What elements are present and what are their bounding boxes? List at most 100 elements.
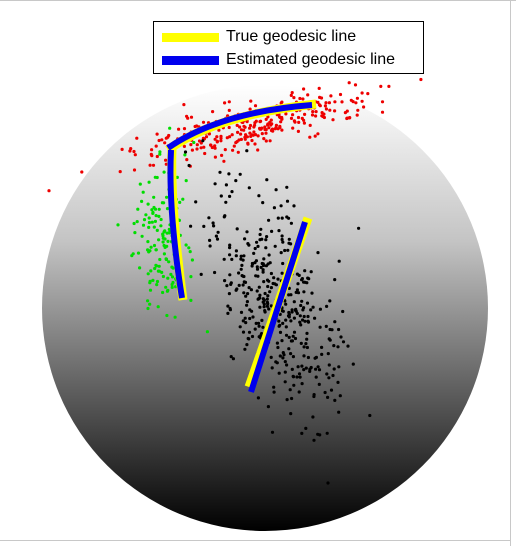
scatter-point	[223, 101, 227, 105]
scatter-point	[301, 308, 305, 312]
scatter-point	[241, 258, 245, 262]
scatter-point	[284, 333, 289, 337]
scatter-point	[265, 235, 269, 239]
scatter-point	[165, 207, 170, 211]
legend-swatch-true	[162, 33, 219, 42]
scatter-point	[189, 224, 193, 228]
legend-label-estimated: Estimated geodesic line	[226, 51, 395, 68]
scatter-point	[164, 136, 168, 140]
scatter-point	[261, 325, 265, 329]
scatter-point	[152, 225, 156, 229]
legend-item-estimated: Estimated geodesic line	[154, 49, 423, 71]
scatter-point	[239, 267, 243, 271]
scatter-point	[298, 96, 302, 101]
scatter-point	[327, 363, 331, 367]
scatter-point	[298, 320, 302, 324]
scatter-point	[259, 334, 263, 338]
scatter-point	[284, 325, 288, 329]
scatter-point	[245, 303, 249, 307]
scatter-point	[305, 301, 310, 305]
scatter-point	[284, 302, 288, 306]
scatter-point	[340, 100, 344, 104]
scatter-point	[323, 104, 327, 108]
scatter-point	[278, 312, 282, 316]
scatter-point	[290, 367, 294, 371]
scatter-point	[245, 135, 249, 139]
scatter-point	[303, 112, 307, 116]
scatter-point	[148, 163, 152, 167]
scatter-point	[291, 113, 295, 117]
scatter-point	[224, 200, 228, 204]
scatter-point	[289, 352, 293, 356]
scatter-point	[261, 300, 265, 304]
scatter-point	[285, 398, 289, 402]
scatter-point	[248, 316, 252, 321]
scatter-point	[272, 206, 276, 210]
scatter-point	[224, 183, 228, 187]
estimated-geodesic-line	[248, 221, 308, 393]
scatter-point	[253, 123, 257, 127]
scatter-point	[218, 170, 222, 174]
scatter-point	[148, 302, 152, 306]
scatter-point	[337, 410, 341, 414]
scatter-point	[324, 324, 328, 328]
scatter-point	[279, 251, 283, 255]
scatter-point	[285, 185, 289, 189]
scatter-point	[255, 267, 260, 271]
scatter-point	[272, 390, 276, 394]
scatter-point	[289, 319, 293, 323]
scatter-point	[211, 221, 215, 225]
scatter-point	[290, 308, 294, 312]
scatter-point	[146, 299, 150, 303]
scatter-point	[306, 314, 310, 319]
scatter-point	[287, 241, 291, 245]
scatter-point	[170, 285, 174, 289]
scatter-point	[261, 270, 265, 274]
scatter-point	[326, 481, 330, 485]
scatter-point	[249, 99, 253, 103]
scatter-point	[210, 145, 214, 150]
scatter-point	[207, 216, 211, 220]
scatter-point	[165, 244, 169, 248]
scatter-point	[154, 214, 158, 218]
scatter-point	[262, 280, 266, 284]
scatter-point	[230, 257, 234, 261]
scatter-point	[269, 271, 273, 276]
scatter-point	[277, 229, 281, 233]
scatter-point	[275, 341, 279, 345]
scatter-point	[120, 147, 124, 151]
scatter-point	[263, 125, 267, 129]
scatter-point	[331, 118, 335, 122]
scatter-point	[236, 150, 240, 154]
scatter-point	[262, 263, 266, 268]
scatter-point	[238, 325, 242, 329]
scatter-point	[258, 293, 262, 297]
scatter-point	[222, 159, 226, 163]
scatter-point	[253, 246, 257, 251]
scatter-point	[154, 144, 158, 148]
figure-bottom-border	[0, 540, 511, 541]
scatter-point	[212, 224, 216, 228]
scatter-point	[227, 125, 231, 130]
scatter-point	[162, 252, 166, 256]
scatter-point	[140, 199, 144, 203]
scatter-point	[276, 345, 280, 350]
scatter-point	[223, 279, 227, 283]
scatter-point	[345, 116, 349, 121]
scatter-point	[207, 132, 211, 136]
scatter-point	[256, 148, 260, 152]
scatter-point	[269, 118, 273, 122]
scatter-point	[298, 375, 302, 379]
scatter-point	[267, 126, 271, 130]
scatter-point	[247, 243, 251, 247]
scatter-point	[148, 288, 153, 292]
scatter-point	[306, 93, 310, 97]
scatter-point	[202, 145, 206, 149]
scatter-point	[355, 113, 359, 117]
scatter-point	[316, 365, 320, 369]
scatter-point	[300, 431, 304, 435]
scatter-point	[222, 215, 226, 219]
scatter-point	[292, 316, 296, 320]
scatter-point	[333, 278, 337, 282]
